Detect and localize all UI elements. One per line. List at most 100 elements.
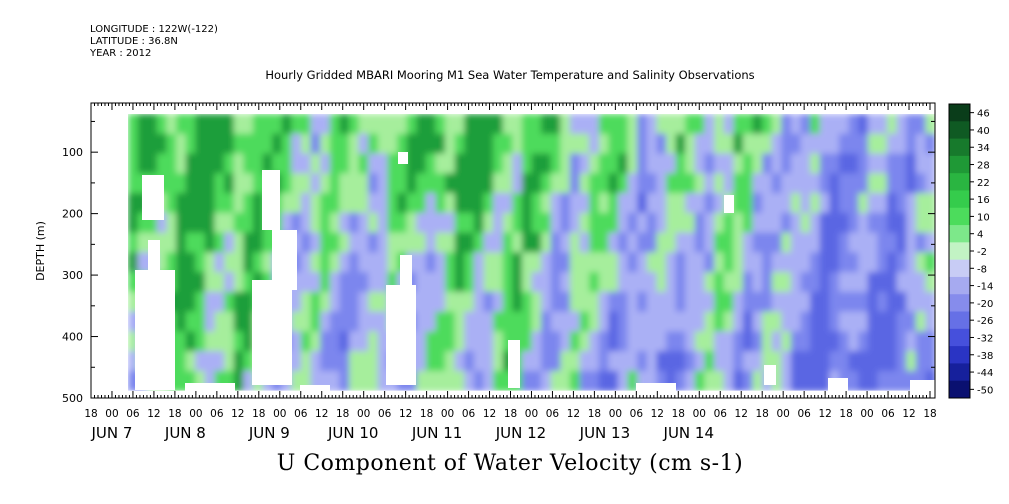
x-hour-label: 18	[588, 408, 601, 420]
colorbar-label: -44	[977, 368, 993, 379]
x-hour-label: 18	[336, 408, 349, 420]
x-hour-label: 12	[147, 408, 160, 420]
x-hour-label: 12	[818, 408, 831, 420]
colorbar-label: 16	[977, 195, 990, 206]
colorbar-swatch	[949, 242, 970, 261]
missing-data-patch	[91, 390, 935, 398]
colorbar-swatch	[949, 346, 970, 364]
colorbar-label: -26	[977, 316, 993, 327]
colorbar-swatch	[949, 155, 970, 174]
colorbar-swatch	[949, 259, 970, 278]
colorbar-label: -14	[977, 282, 993, 293]
x-axis-title: U Component of Water Velocity (cm s-1)	[276, 451, 744, 476]
colorbar-label: -32	[977, 333, 993, 344]
latitude-label: LATITUDE : 36.8N	[90, 36, 178, 47]
x-hour-label: 00	[105, 408, 118, 420]
x-hour-label: 00	[860, 408, 873, 420]
y-tick-label: 400	[62, 331, 83, 344]
colorbar-label: 10	[977, 212, 990, 223]
missing-data-patch	[91, 103, 128, 398]
y-tick-label: 300	[62, 269, 83, 282]
missing-data-patch	[386, 285, 416, 385]
y-tick-label: 200	[62, 208, 83, 221]
x-hour-label: 12	[567, 408, 580, 420]
plot-frame	[90, 102, 936, 399]
x-hour-label: 06	[378, 408, 392, 420]
missing-data-patch	[724, 195, 734, 213]
missing-data-patch	[398, 152, 408, 164]
x-hour-label: 12	[315, 408, 328, 420]
colorbar-label: -50	[977, 385, 993, 396]
missing-data-areas	[91, 103, 935, 398]
x-hour-label: 00	[357, 408, 370, 420]
colorbar-label: 28	[977, 161, 990, 172]
x-hour-label: 06	[126, 408, 140, 420]
x-hour-label: 00	[189, 408, 202, 420]
colorbar-label: -20	[977, 299, 993, 310]
colorbar-swatch	[949, 190, 970, 209]
x-day-label: JUN 8	[164, 424, 206, 442]
x-day-label: JUN 10	[327, 424, 378, 442]
missing-data-patch	[400, 255, 412, 295]
missing-data-patch	[764, 365, 776, 385]
y-tick-label: 100	[62, 146, 83, 159]
missing-data-patch	[185, 383, 235, 398]
missing-data-patch	[91, 103, 935, 114]
missing-data-patch	[828, 378, 848, 398]
x-hour-label: 12	[399, 408, 412, 420]
x-hour-label: 00	[273, 408, 286, 420]
x-hour-label: 12	[483, 408, 496, 420]
x-hour-label: 18	[168, 408, 181, 420]
x-hour-label: 06	[546, 408, 560, 420]
x-day-label: JUN 11	[411, 424, 462, 442]
x-hour-label: 18	[923, 408, 936, 420]
axes: 100 200 300 400 500 18 00 06 12 18 00 06 12 18 00 06 12 1…	[62, 103, 937, 442]
colorbar-label: 40	[977, 126, 990, 137]
missing-data-patch	[508, 340, 520, 388]
x-hour-label: 18	[839, 408, 852, 420]
x-hour-label: 00	[525, 408, 538, 420]
missing-data-patch	[910, 380, 935, 398]
x-hour-label: 06	[294, 408, 308, 420]
x-hour-label: 00	[609, 408, 622, 420]
colorbar-swatch	[949, 294, 970, 313]
x-hour-label: 18	[672, 408, 685, 420]
missing-data-patch	[252, 280, 292, 385]
colorbar-swatch	[949, 276, 970, 295]
x-hour-label: 18	[504, 408, 517, 420]
x-hour-label: 06	[210, 408, 224, 420]
colorbar-frame	[948, 103, 971, 399]
year-label: YEAR : 2012	[90, 48, 152, 59]
missing-data-patch	[262, 170, 280, 230]
colorbar-swatch	[949, 138, 970, 157]
x-day-label: JUN 14	[663, 424, 714, 442]
missing-data-patch	[148, 240, 160, 270]
colorbar-swatch	[949, 104, 970, 122]
missing-data-patch	[272, 230, 297, 290]
x-hour-label: 12	[735, 408, 748, 420]
x-day-label: JUN 13	[579, 424, 630, 442]
colorbar-label: 34	[977, 143, 990, 154]
x-hour-label: 18	[756, 408, 769, 420]
colorbar-label: -2	[977, 247, 987, 258]
x-hour-label: 06	[881, 408, 895, 420]
colorbar-swatch	[949, 363, 970, 382]
missing-data-patch	[142, 175, 164, 220]
x-hour-label: 12	[231, 408, 244, 420]
missing-data-patch	[300, 385, 330, 398]
y-axis-label: DEPTH (m)	[34, 221, 47, 281]
colorbar-swatch	[949, 328, 970, 347]
missing-data-patch	[636, 383, 676, 398]
colorbar-swatch	[949, 121, 970, 140]
colorbar-label: 22	[977, 178, 990, 189]
colorbar-swatch	[949, 380, 970, 399]
colorbar-swatch	[949, 311, 970, 330]
y-tick-label: 500	[62, 392, 83, 405]
x-day-label: JUN 7	[91, 424, 133, 442]
colorbar-swatch	[949, 207, 970, 226]
x-hour-label: 18	[420, 408, 433, 420]
x-hour-label: 12	[651, 408, 664, 420]
longitude-label: LONGITUDE : 122W(-122)	[90, 24, 218, 35]
colorbar-label: -8	[977, 264, 987, 275]
x-day-label: JUN 9	[248, 424, 290, 442]
